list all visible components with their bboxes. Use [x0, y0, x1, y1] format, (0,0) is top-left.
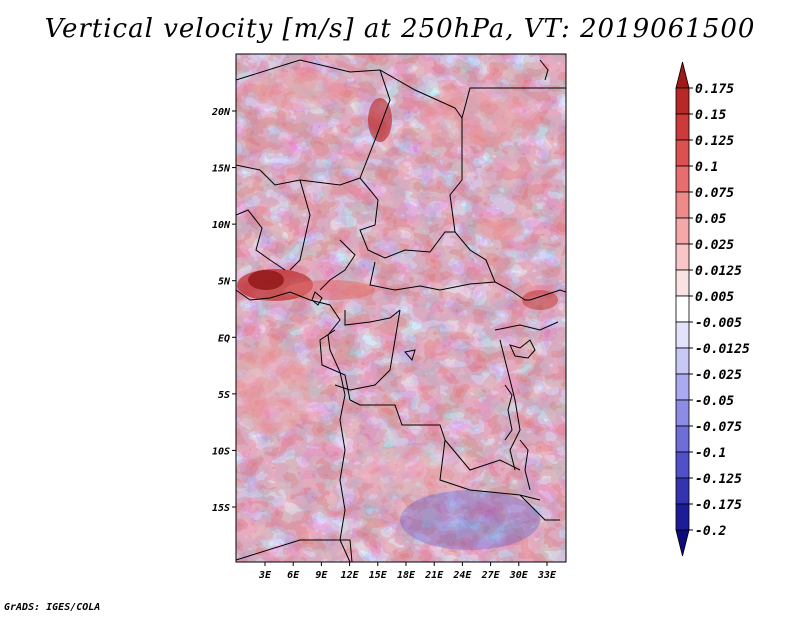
latitude-axis: 20N 15N 10N 5N EQ 5S 10S 15S — [211, 107, 236, 514]
colorbar-label: 0.15 — [695, 108, 726, 123]
colorbar-swatch — [675, 165, 690, 193]
lon-tick-label: 21E — [424, 570, 444, 581]
lon-tick-label: 33E — [537, 570, 557, 581]
colorbar-swatch — [675, 503, 690, 531]
colorbar-label: -0.1 — [695, 446, 726, 461]
lon-tick-label: 15E — [369, 570, 388, 581]
colorbar-swatch — [675, 295, 690, 323]
colorbar-swatch — [675, 373, 690, 401]
grads-credit: GrADS: IGES/COLA — [4, 602, 101, 613]
lon-tick-label: 18E — [397, 570, 416, 581]
colorbar-label: -0.075 — [695, 420, 742, 435]
colorbar-label: 0.05 — [695, 212, 726, 227]
country-borders — [236, 59, 566, 562]
lon-tick-label: 30E — [509, 570, 529, 581]
colorbar-label: -0.05 — [695, 394, 734, 409]
colorbar-label: -0.0125 — [695, 342, 750, 357]
colorbar-swatch — [675, 425, 690, 453]
colorbar-swatch — [675, 113, 690, 141]
lon-tick-label: 9E — [315, 570, 328, 581]
colorbar-label: -0.125 — [695, 472, 742, 487]
colorbar-label: 0.1 — [695, 160, 718, 175]
lon-tick-label: 24E — [452, 570, 472, 581]
colorbar-label: -0.175 — [695, 498, 742, 513]
colorbar-swatch — [675, 321, 690, 349]
lon-tick-label: 3E — [258, 570, 272, 581]
lon-tick-label: 27E — [481, 570, 501, 581]
lat-tick-label: 15N — [212, 164, 231, 175]
colorbar-bottom-arrow — [675, 529, 690, 557]
colorbar-label: 0.125 — [695, 134, 734, 149]
colorbar-label: 0.025 — [695, 238, 734, 253]
colorbar-label: 0.175 — [695, 82, 734, 97]
colorbar-swatch — [675, 243, 690, 271]
longitude-axis: 3E 6E 9E 12E 15E 18E 21E 24E 27E 30E 33E — [258, 562, 557, 581]
chart-title: Vertical velocity [m/s] at 250hPa, VT: 2… — [44, 14, 756, 44]
colorbar-label: 0.075 — [695, 186, 734, 201]
lat-tick-label: 20N — [211, 107, 231, 118]
velocity-field — [236, 54, 566, 562]
colorbar-label: -0.2 — [695, 524, 726, 539]
colorbar-swatch — [675, 347, 690, 375]
colorbar-label: 0.0125 — [695, 264, 742, 279]
coastline-lakes — [235, 289, 536, 563]
colorbar-swatch — [675, 477, 690, 505]
colorbar-label: 0.005 — [695, 290, 734, 305]
lat-tick-label: EQ — [218, 333, 230, 344]
lon-tick-label: 12E — [341, 570, 360, 581]
colorbar-swatch — [675, 269, 690, 297]
colorbar-swatch — [675, 217, 690, 245]
lat-tick-label: 15S — [212, 503, 230, 514]
lat-tick-label: 10N — [212, 220, 231, 231]
lon-tick-label: 6E — [287, 570, 300, 581]
lat-tick-label: 5S — [218, 390, 230, 401]
colorbar-swatch — [675, 451, 690, 479]
lat-tick-label: 5N — [218, 277, 231, 288]
colorbar-swatch — [675, 87, 690, 115]
colorbar-label: -0.005 — [695, 316, 742, 331]
colorbar-swatch — [675, 139, 690, 167]
map-frame — [235, 53, 567, 563]
colorbar-swatch — [675, 191, 690, 219]
colorbar-top-arrow — [675, 61, 690, 89]
lat-tick-label: 10S — [212, 446, 230, 457]
colorbar-swatch — [675, 399, 690, 427]
colorbar-label: -0.025 — [695, 368, 742, 383]
